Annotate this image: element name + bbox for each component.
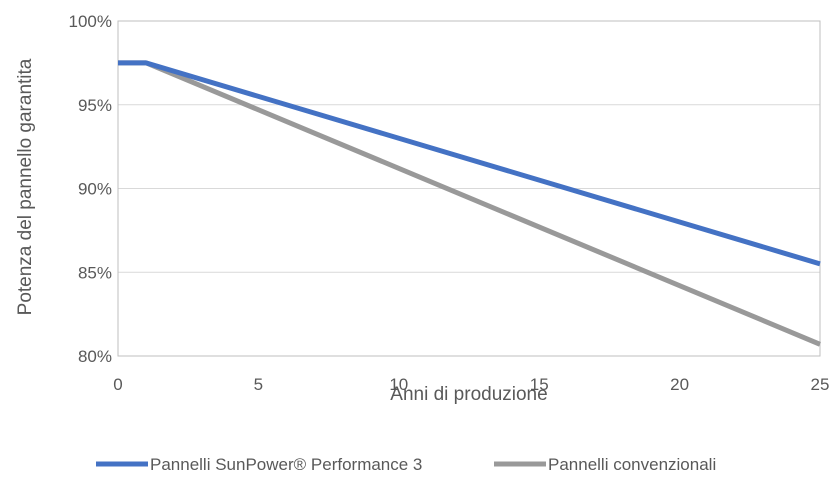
legend-label-1: Pannelli SunPower® Performance 3 (150, 455, 422, 474)
x-tick-label: 0 (113, 375, 122, 394)
series-line-1 (118, 60, 821, 267)
plot-area-border (117, 20, 821, 357)
tick-labels: 80% 85% 90% 95% 100% 0 5 10 15 20 25 (69, 12, 830, 394)
axes (117, 20, 821, 357)
legend-label-2: Pannelli convenzionali (548, 455, 716, 474)
x-tick-label: 25 (811, 375, 830, 394)
x-tick-label: 10 (389, 375, 408, 394)
legend: Pannelli SunPower® Performance 3 Pannelli… (96, 455, 716, 474)
y-tick-label: 85% (78, 263, 112, 282)
x-tick-label: 5 (254, 375, 263, 394)
gridlines (118, 104, 820, 273)
y-tick-label: 100% (69, 12, 112, 31)
y-axis-title: Potenza del pannello garantita (15, 58, 36, 315)
y-tick-label: 90% (78, 180, 112, 199)
y-tick-label: 80% (78, 347, 112, 366)
y-tick-label: 95% (78, 96, 112, 115)
x-tick-label: 20 (670, 375, 689, 394)
series-lines (118, 60, 821, 347)
x-axis-title: Anni di produzione (390, 384, 547, 405)
x-tick-label: 15 (530, 375, 549, 394)
